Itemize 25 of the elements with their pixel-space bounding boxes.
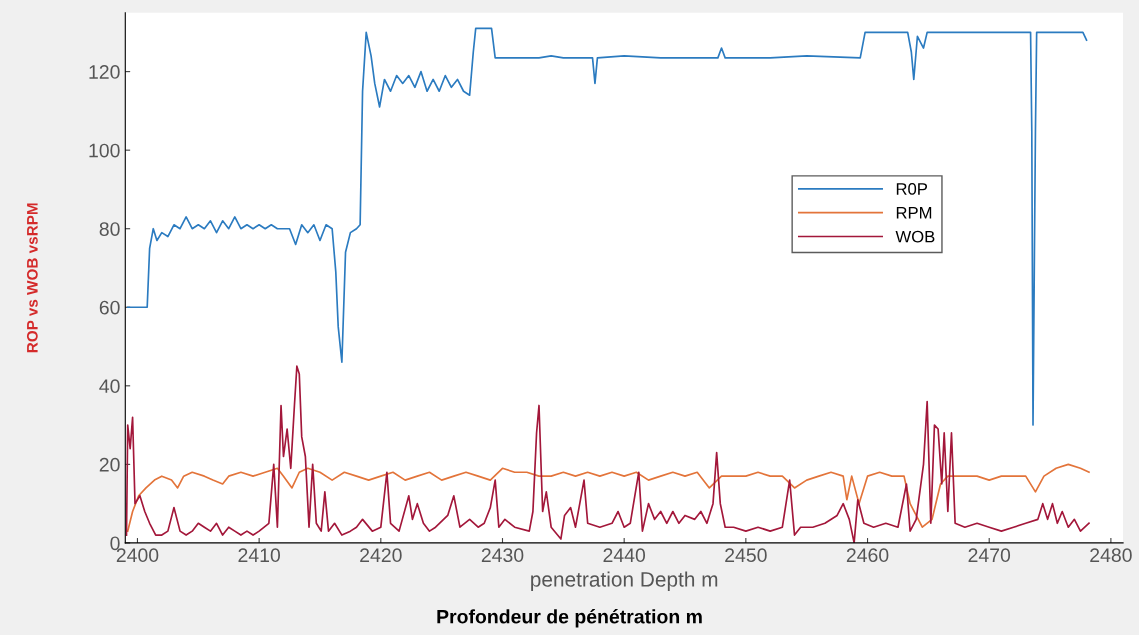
x-tick-label: 2400 (116, 548, 159, 563)
x-tick-label: 2450 (725, 548, 767, 563)
line-series (125, 365, 1090, 543)
x-tick-label: 2410 (238, 548, 281, 563)
x-tick-label: 2470 (968, 548, 1011, 563)
y-tick-label: 80 (99, 222, 120, 236)
line-series (126, 463, 1090, 532)
line-series (126, 27, 1088, 426)
legend-label: R0P (896, 182, 928, 195)
y-tick-label: 0 (110, 536, 120, 551)
y-axis-title: ROP vs WOB vsRPM (26, 203, 38, 353)
y-tick-label: 60 (99, 300, 120, 315)
y-tick-label: 40 (99, 379, 120, 394)
x-tick-label: 2420 (360, 548, 402, 563)
y-tick-label: 100 (89, 143, 120, 158)
x-tick-label: 2430 (481, 548, 524, 563)
y-tick-label: 20 (99, 457, 120, 472)
x-tick-label: 2440 (603, 548, 646, 563)
legend-label: RPM (896, 207, 932, 219)
x-tick-label: 2460 (846, 548, 889, 563)
legend-label: WOB (895, 230, 935, 243)
x-axis-title: penetration Depth m (531, 571, 718, 591)
text: Profondeur de pénétration m (437, 609, 702, 628)
y-tick-label: 120 (89, 65, 120, 79)
x-tick-label: 2480 (1090, 548, 1132, 563)
